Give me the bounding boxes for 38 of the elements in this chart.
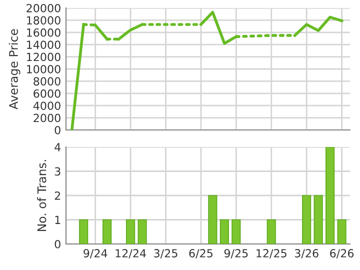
y-tick-label: 20000 bbox=[26, 4, 60, 12]
bar bbox=[337, 219, 346, 244]
x-tick-label: 12/24 bbox=[116, 249, 146, 258]
x-tick-label: 6/25 bbox=[189, 249, 212, 258]
y-tick-label: 6000 bbox=[34, 89, 60, 98]
y-tick-label: 0 bbox=[54, 126, 60, 134]
bar bbox=[302, 195, 312, 244]
y-tick-label: 8000 bbox=[34, 77, 60, 86]
x-tick-label: 12/25 bbox=[256, 249, 286, 258]
y-tick-label: 3 bbox=[54, 167, 60, 176]
bar bbox=[79, 219, 88, 244]
bar bbox=[208, 195, 218, 244]
x-tick-label: 9/24 bbox=[84, 249, 108, 258]
bar bbox=[220, 219, 229, 244]
bar bbox=[138, 219, 147, 244]
x-tick-label: 3/25 bbox=[154, 249, 178, 258]
y-tick-label: 2 bbox=[54, 191, 60, 200]
y-axis-title: Average Price bbox=[8, 29, 20, 110]
y-tick-label: 10000 bbox=[27, 64, 60, 74]
y-tick-label: 2000 bbox=[34, 114, 60, 122]
y-tick-label: 12000 bbox=[27, 52, 60, 62]
bar bbox=[102, 219, 112, 244]
bar bbox=[314, 195, 323, 244]
y-tick-label: 18000 bbox=[27, 16, 60, 25]
x-tick-label: 9/25 bbox=[224, 249, 248, 258]
bar bbox=[326, 147, 335, 244]
y-tick-label: 4 bbox=[54, 143, 61, 152]
x-tick-label: 6/26 bbox=[330, 249, 354, 258]
y-axis-title: No. of Trans. bbox=[37, 160, 46, 232]
bar bbox=[266, 219, 276, 244]
bar bbox=[232, 219, 241, 244]
y-tick-label: 14000 bbox=[27, 40, 60, 49]
y-tick-label: 1 bbox=[55, 216, 60, 224]
bar bbox=[126, 219, 136, 244]
x-tick-label: 3/26 bbox=[294, 249, 318, 258]
y-tick-label: 0 bbox=[54, 240, 60, 248]
y-tick-label: 16000 bbox=[27, 28, 60, 37]
y-tick-label: 4000 bbox=[33, 102, 60, 110]
